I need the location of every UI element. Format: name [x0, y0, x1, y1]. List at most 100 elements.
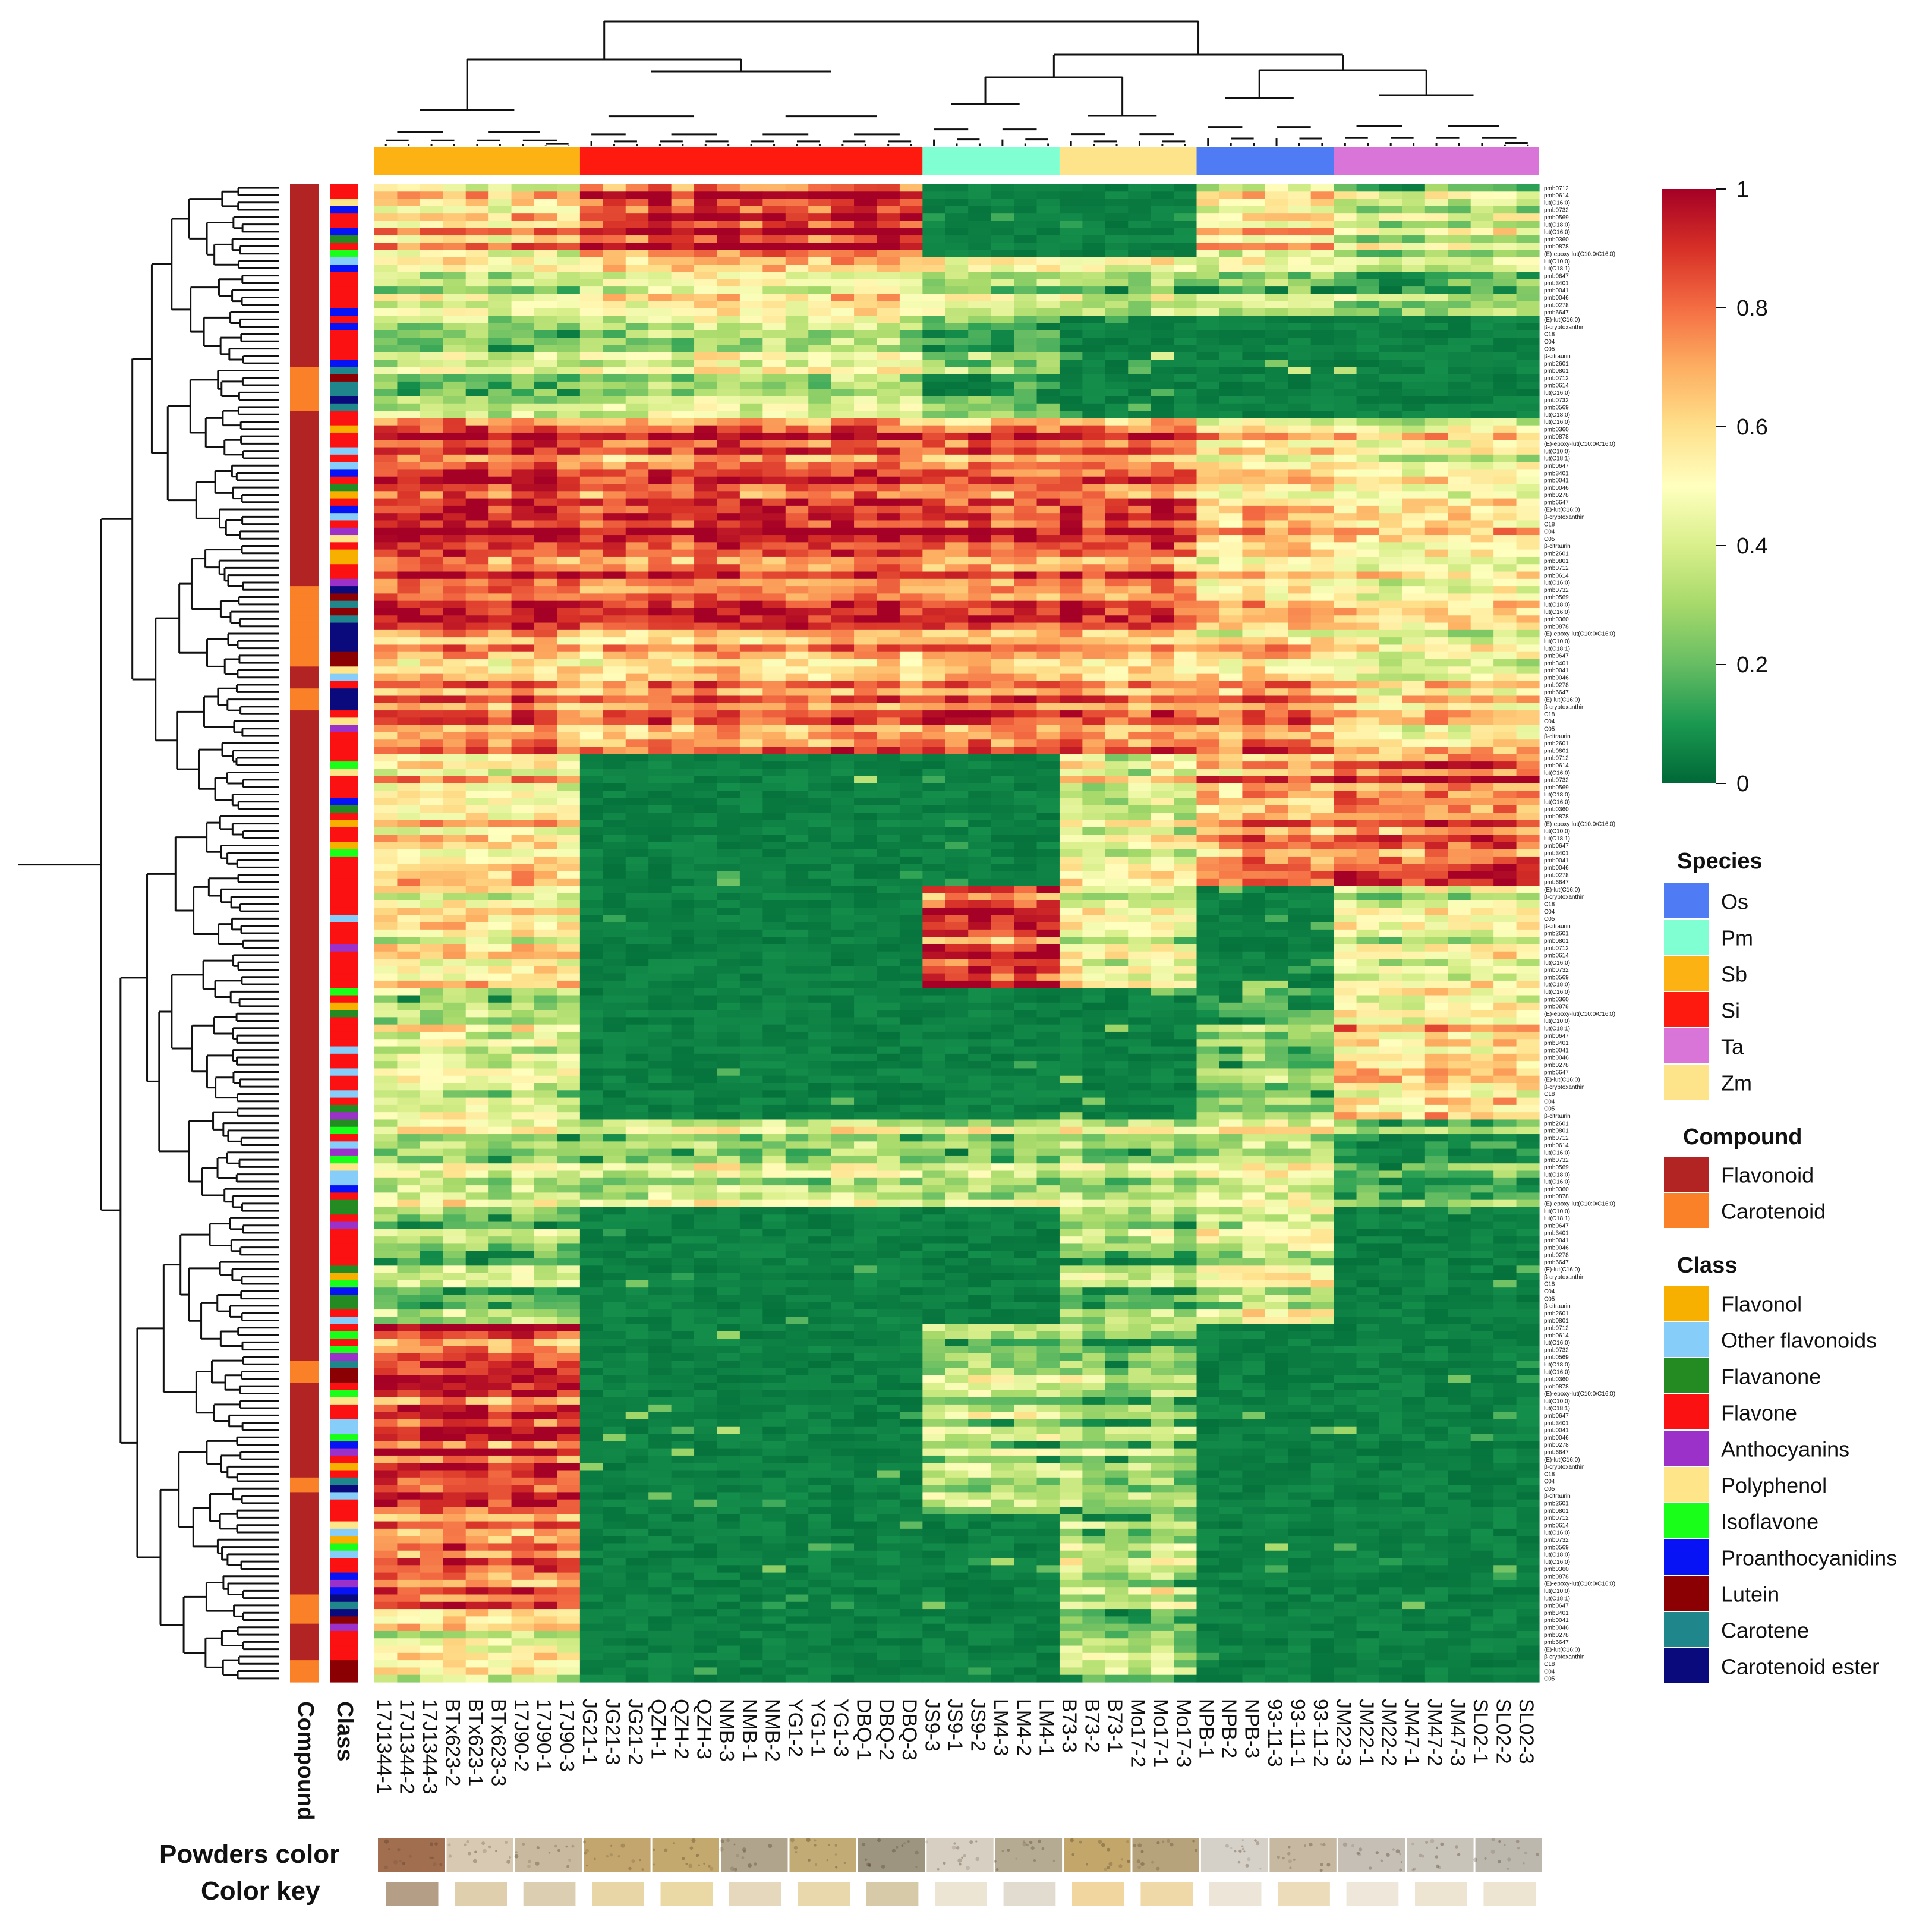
heatmap-cell — [739, 651, 763, 660]
heatmap-cell — [397, 462, 421, 470]
heatmap-cell — [374, 681, 398, 689]
class-cell — [330, 1258, 358, 1266]
heatmap-cell — [671, 250, 695, 258]
heatmap-cell — [397, 673, 421, 682]
heatmap-cell — [1516, 360, 1540, 367]
class-cell — [330, 1579, 358, 1588]
heatmap-cell — [1174, 637, 1197, 646]
heatmap-cell — [1402, 491, 1426, 499]
compound-cell — [290, 1543, 319, 1551]
heatmap-cell — [465, 725, 489, 733]
heatmap-cell — [1242, 527, 1266, 536]
compound-cell — [290, 454, 319, 462]
heatmap-cell — [968, 673, 992, 682]
heatmap-cell — [1014, 286, 1038, 294]
heatmap-cell — [785, 498, 809, 506]
heatmap-cell — [1265, 235, 1288, 243]
heatmap-cell — [1493, 425, 1517, 433]
heatmap-cell — [374, 556, 398, 565]
heatmap-cell — [877, 717, 900, 726]
heatmap-cell — [1174, 520, 1197, 528]
heatmap-cell — [603, 717, 626, 726]
heatmap-cell — [671, 717, 695, 726]
heatmap-cell — [1470, 418, 1494, 426]
heatmap-cell — [899, 578, 923, 587]
heatmap-cell — [1014, 535, 1038, 543]
heatmap-cell — [785, 360, 809, 367]
heatmap-cell — [397, 659, 421, 667]
heatmap-cell — [1219, 527, 1243, 536]
heatmap-cell — [831, 432, 855, 440]
heatmap-cell — [991, 213, 1014, 222]
heatmap-cell — [1265, 389, 1288, 397]
heatmap-cell — [1082, 308, 1106, 316]
heatmap-cell — [1424, 308, 1448, 316]
heatmap-cell — [671, 469, 695, 477]
heatmap-cell — [1424, 535, 1448, 543]
heatmap-cell — [899, 695, 923, 704]
heatmap-cell — [1059, 286, 1083, 294]
heatmap-cell — [899, 476, 923, 484]
heatmap-cell — [968, 549, 992, 558]
heatmap-cell — [671, 425, 695, 433]
heatmap-cell — [625, 578, 649, 587]
heatmap-cell — [374, 235, 398, 243]
heatmap-cell — [1196, 389, 1220, 397]
heatmap-cell — [1174, 454, 1197, 462]
heatmap-cell — [557, 243, 581, 251]
heatmap-cell — [1242, 454, 1266, 462]
heatmap-cell — [625, 695, 649, 704]
heatmap-cell — [1265, 308, 1288, 316]
heatmap-cell — [1310, 221, 1334, 229]
heatmap-cell — [534, 688, 558, 697]
heatmap-cell — [579, 257, 603, 265]
heatmap-cell — [854, 425, 878, 433]
heatmap-cell — [945, 615, 969, 624]
heatmap-cell — [1402, 681, 1426, 689]
heatmap-cell — [1448, 600, 1471, 609]
heatmap-cell — [1288, 206, 1312, 214]
heatmap-cell — [1356, 542, 1380, 550]
class-cell — [330, 1536, 358, 1544]
heatmap-cell — [511, 462, 535, 470]
heatmap-cell — [374, 243, 398, 251]
class-cell — [330, 1463, 358, 1471]
heatmap-cell — [1036, 447, 1060, 455]
heatmap-cell — [465, 651, 489, 660]
heatmap-cell — [1265, 425, 1288, 433]
heatmap-cell — [831, 549, 855, 558]
heatmap-cell — [808, 600, 832, 609]
heatmap-cell — [1448, 578, 1471, 587]
heatmap-cell — [488, 265, 512, 273]
compound-cell — [290, 1514, 319, 1522]
heatmap-cell — [557, 265, 581, 273]
heatmap-cell — [671, 367, 695, 375]
heatmap-cell — [1288, 279, 1312, 287]
heatmap-cell — [854, 542, 878, 550]
heatmap-cell — [397, 191, 421, 200]
heatmap-cell — [945, 484, 969, 492]
heatmap-cell — [762, 250, 786, 258]
class-cell — [330, 1331, 358, 1339]
class-cell — [330, 1353, 358, 1361]
heatmap-cell — [1424, 432, 1448, 440]
heatmap-cell — [717, 367, 740, 375]
heatmap-cell — [1356, 243, 1380, 251]
heatmap-cell — [1082, 688, 1106, 697]
class-cell — [330, 769, 358, 777]
heatmap-cell — [511, 213, 535, 222]
heatmap-cell — [1059, 535, 1083, 543]
heatmap-cell — [374, 535, 398, 543]
heatmap-cell — [579, 498, 603, 506]
heatmap-cell — [1402, 235, 1426, 243]
heatmap-cell — [1402, 228, 1426, 236]
heatmap-cell — [717, 469, 740, 477]
heatmap-cell — [968, 725, 992, 733]
heatmap-cell — [443, 629, 467, 638]
class-cell — [330, 381, 358, 389]
heatmap-cell — [1014, 695, 1038, 704]
heatmap-cell — [1219, 213, 1243, 222]
heatmap-cell — [1105, 265, 1129, 273]
heatmap-cell — [1174, 213, 1197, 222]
heatmap-cell — [899, 469, 923, 477]
